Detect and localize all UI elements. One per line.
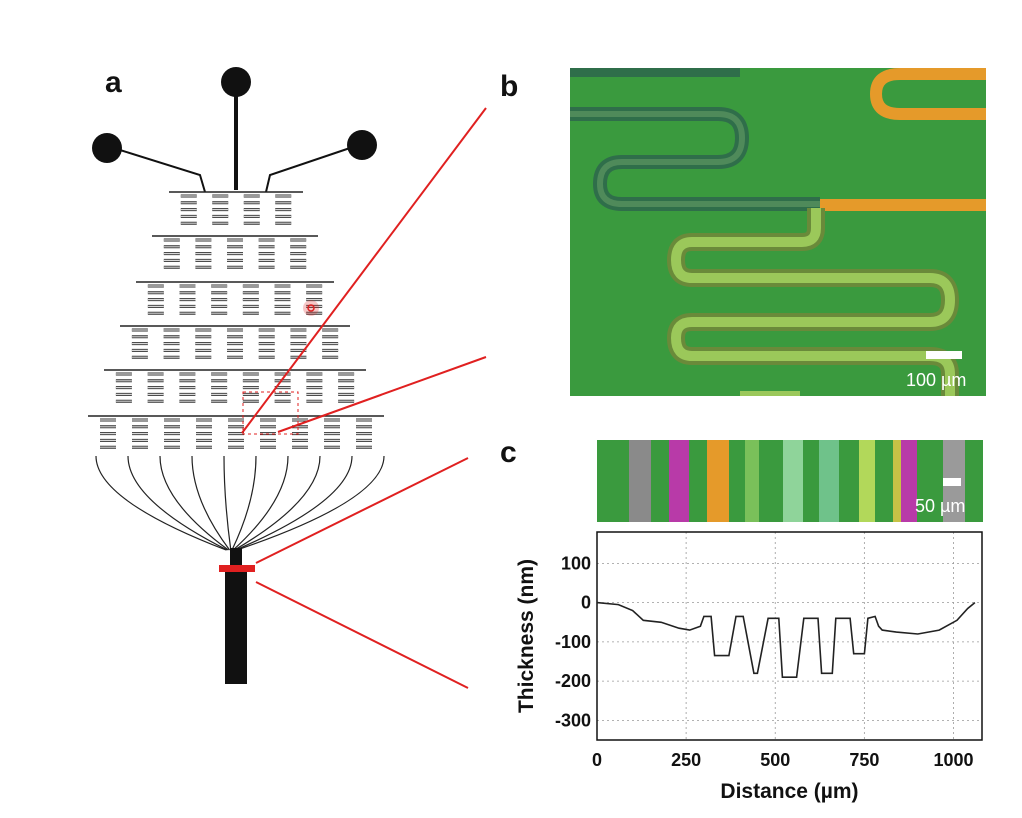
- outlet-fan-line: [191, 455, 231, 551]
- x-tick-label: 0: [592, 750, 602, 770]
- outlet-fan-line: [236, 455, 385, 551]
- device-schematic: [88, 67, 487, 689]
- panel-label-a: a: [105, 66, 122, 99]
- outlet-fan-line: [235, 455, 353, 551]
- cursor-dot-icon: [307, 304, 315, 312]
- x-tick-label: 500: [760, 750, 790, 770]
- x-tick-label: 750: [849, 750, 879, 770]
- thickness-profile-line: [596, 601, 976, 678]
- panel-label-c: c: [500, 436, 517, 469]
- strip-band: [901, 440, 917, 522]
- y-axis-title: Thickness (nm): [515, 559, 538, 713]
- outlet-fan-line: [127, 455, 228, 551]
- outlet-fan-line: [95, 455, 227, 551]
- strip-band: [707, 440, 729, 522]
- inlet-channel-right: [265, 147, 351, 193]
- y-tick-label: -200: [555, 671, 591, 691]
- pointer-line-1: [241, 107, 487, 434]
- outlet-channels: [95, 455, 385, 551]
- strip-band: [629, 440, 651, 522]
- outlet-fan-line: [223, 455, 232, 551]
- outlet-channel: [225, 570, 247, 684]
- y-tick-label: 100: [561, 553, 591, 573]
- strip-band: [859, 440, 875, 522]
- y-tick-label: 0: [581, 593, 591, 613]
- outlet-fan-line: [159, 455, 229, 551]
- pointer-line-3: [255, 457, 469, 564]
- strip-band: [669, 440, 689, 522]
- strip-band: [783, 440, 803, 522]
- plot-frame: [596, 531, 983, 741]
- y-tick-label: -300: [555, 710, 591, 730]
- y-tick-label: -100: [555, 632, 591, 652]
- strip-band: [745, 440, 759, 522]
- outlet-fan-line: [231, 455, 257, 551]
- panel-label-b: b: [500, 70, 519, 103]
- pointer-line-4: [255, 581, 469, 689]
- color-strip: 50 µm: [597, 440, 983, 522]
- x-tick-label: 1000: [933, 750, 973, 770]
- scale-label-b: 100 µm: [906, 370, 966, 390]
- scale-label-c: 50 µm: [915, 496, 965, 516]
- x-tick-label: 250: [671, 750, 701, 770]
- scale-bar-c: [943, 478, 961, 486]
- channel-micrograph: 100 µm: [570, 68, 986, 396]
- outlet-fan-line: [232, 455, 289, 551]
- inlet-reservoir-right: [347, 130, 377, 160]
- inlet-reservoir-left: [92, 133, 122, 163]
- cursor-highlight: [303, 300, 319, 316]
- pointer-line-2: [277, 356, 487, 433]
- outlet-fan-line: [234, 455, 321, 551]
- strip-band: [819, 440, 839, 522]
- red-marker-line: [219, 565, 255, 572]
- scale-bar-b: [926, 351, 962, 359]
- inlet-channel-left: [119, 149, 206, 193]
- x-axis-title: Distance (µm): [720, 780, 858, 803]
- mixer-tree: [88, 191, 384, 449]
- inlet-reservoir-top: [221, 67, 251, 97]
